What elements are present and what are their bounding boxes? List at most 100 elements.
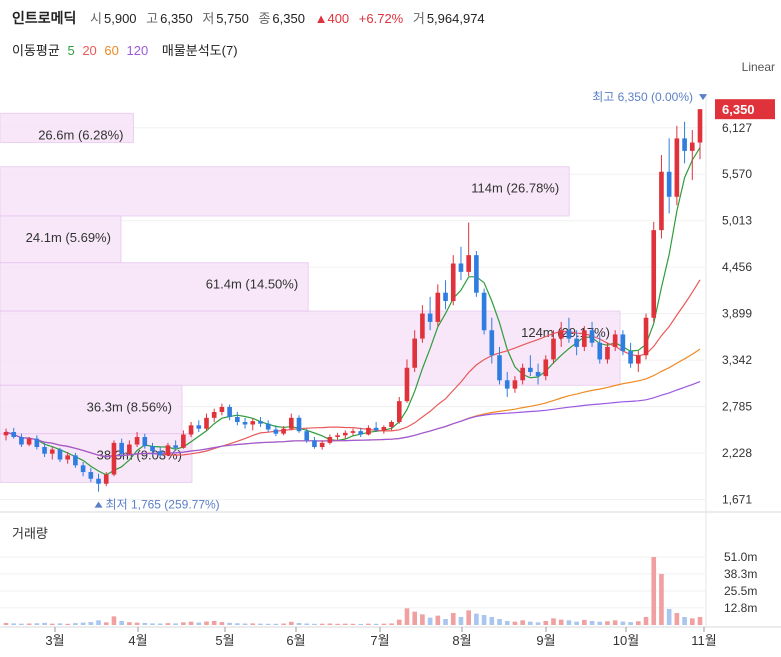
volume-bar: [412, 611, 418, 625]
volume-bar: [119, 621, 124, 625]
price-tick-label: 1,671: [722, 492, 752, 506]
volume-bar: [535, 622, 541, 625]
price-header: 인트로메딕 시 5,900 고 6,350 저 5,750 종 6,350 ▲400 +…: [12, 8, 491, 28]
current-price-tag: [715, 99, 775, 120]
volume-profile-label: 124m (29.17%): [521, 325, 610, 340]
volume-bar: [273, 623, 279, 625]
candle-body: [19, 437, 24, 445]
low-marker-icon: [94, 501, 103, 508]
volume-bar: [26, 623, 32, 625]
x-tick-label: 7월: [370, 633, 389, 648]
volume-bar: [157, 623, 163, 625]
candle-body: [620, 334, 626, 352]
ma-120[interactable]: 120: [126, 43, 149, 58]
volume-bar: [404, 608, 410, 625]
candle-body: [103, 474, 109, 484]
price-tick-label: 5,013: [722, 214, 752, 228]
volume-bar: [582, 619, 587, 625]
ma-20[interactable]: 20: [82, 43, 97, 58]
volume-profile-bar: [0, 310, 621, 386]
volume-bar: [420, 614, 425, 625]
low-label: 저: [202, 11, 215, 26]
volume-profile-label: 24.1m (5.69%): [26, 230, 111, 245]
candle-body: [512, 380, 518, 389]
volume-tick-label: 38.3m: [724, 567, 757, 581]
candle-body: [574, 338, 579, 347]
volume-profile-label: 26.6m (6.28%): [38, 127, 123, 142]
volume-bar: [219, 622, 225, 625]
volume-bar: [689, 618, 695, 625]
volume-bar: [504, 621, 510, 625]
volume-bar: [474, 613, 479, 625]
volume-profile-bar: [0, 433, 193, 483]
candle-body: [242, 421, 248, 425]
candle-body: [674, 138, 680, 197]
volume-bar: [682, 617, 687, 625]
candle-body: [412, 338, 418, 368]
high-annotation: 최고 6,350 (0.00%): [592, 90, 693, 104]
volume-bar: [373, 623, 379, 625]
candle-body: [350, 431, 356, 433]
candle-body: [250, 421, 256, 425]
candle-body: [42, 447, 47, 454]
candle-body: [273, 429, 279, 434]
candle-body: [111, 442, 117, 475]
candle-body: [458, 263, 464, 272]
candle-body: [659, 171, 664, 231]
volume-bar: [674, 613, 680, 625]
candle-body: [589, 330, 595, 343]
candle-body: [142, 437, 148, 447]
candle-body: [597, 342, 603, 360]
candle-body: [219, 406, 225, 412]
volume-bar: [335, 623, 340, 625]
volume-bar: [19, 623, 24, 625]
volume-bar: [134, 622, 140, 625]
volume-bar: [643, 617, 649, 625]
volume-bar: [512, 621, 518, 625]
x-tick-label: 10월: [613, 633, 639, 648]
scale-toggle[interactable]: Linear: [741, 60, 775, 74]
ma-label[interactable]: 이동평균: [12, 43, 60, 58]
candle-body: [319, 442, 325, 448]
candle-body: [612, 334, 618, 347]
ma-5[interactable]: 5: [67, 43, 75, 58]
candle-body: [335, 435, 340, 438]
volume-profile-bar: [0, 384, 183, 435]
candle-body: [427, 313, 433, 322]
volume-bar: [481, 615, 487, 625]
candle-body: [3, 432, 9, 436]
candle-body: [651, 230, 657, 318]
change-value: ▲400: [314, 11, 350, 26]
close-value: 6,350: [272, 11, 305, 26]
change-percent: +6.72%: [358, 11, 404, 26]
candle-body: [389, 421, 394, 427]
low-annotation: 최저 1,765 (259.77%): [106, 498, 220, 512]
candle-body: [96, 478, 101, 484]
candle-body: [188, 425, 194, 435]
volume-bar: [42, 622, 47, 625]
candle-body: [381, 427, 387, 431]
ma-60[interactable]: 60: [104, 43, 119, 58]
candle-body: [366, 427, 371, 435]
volume-bar: [250, 623, 256, 625]
volume-profile-label[interactable]: 매물분석도(7): [161, 43, 238, 58]
candle-body: [304, 431, 310, 441]
volume-bar: [589, 621, 595, 625]
candle-body: [396, 401, 402, 422]
open-value: 5,900: [104, 11, 137, 26]
volume-bar: [528, 621, 533, 625]
volume-bar: [258, 623, 263, 625]
high-marker-icon: [699, 94, 707, 101]
volume-tick-label: 12.8m: [724, 601, 757, 615]
candle-body: [628, 351, 633, 364]
candle-body: [119, 442, 124, 454]
candle-body: [497, 355, 502, 381]
volume-tick-label: 25.5m: [724, 584, 757, 598]
volume-bar: [458, 617, 464, 625]
volume-bar: [96, 620, 101, 625]
candle-body: [73, 455, 78, 466]
candle-body: [312, 440, 317, 448]
volume-bar: [165, 623, 171, 625]
candle-body: [134, 437, 140, 445]
